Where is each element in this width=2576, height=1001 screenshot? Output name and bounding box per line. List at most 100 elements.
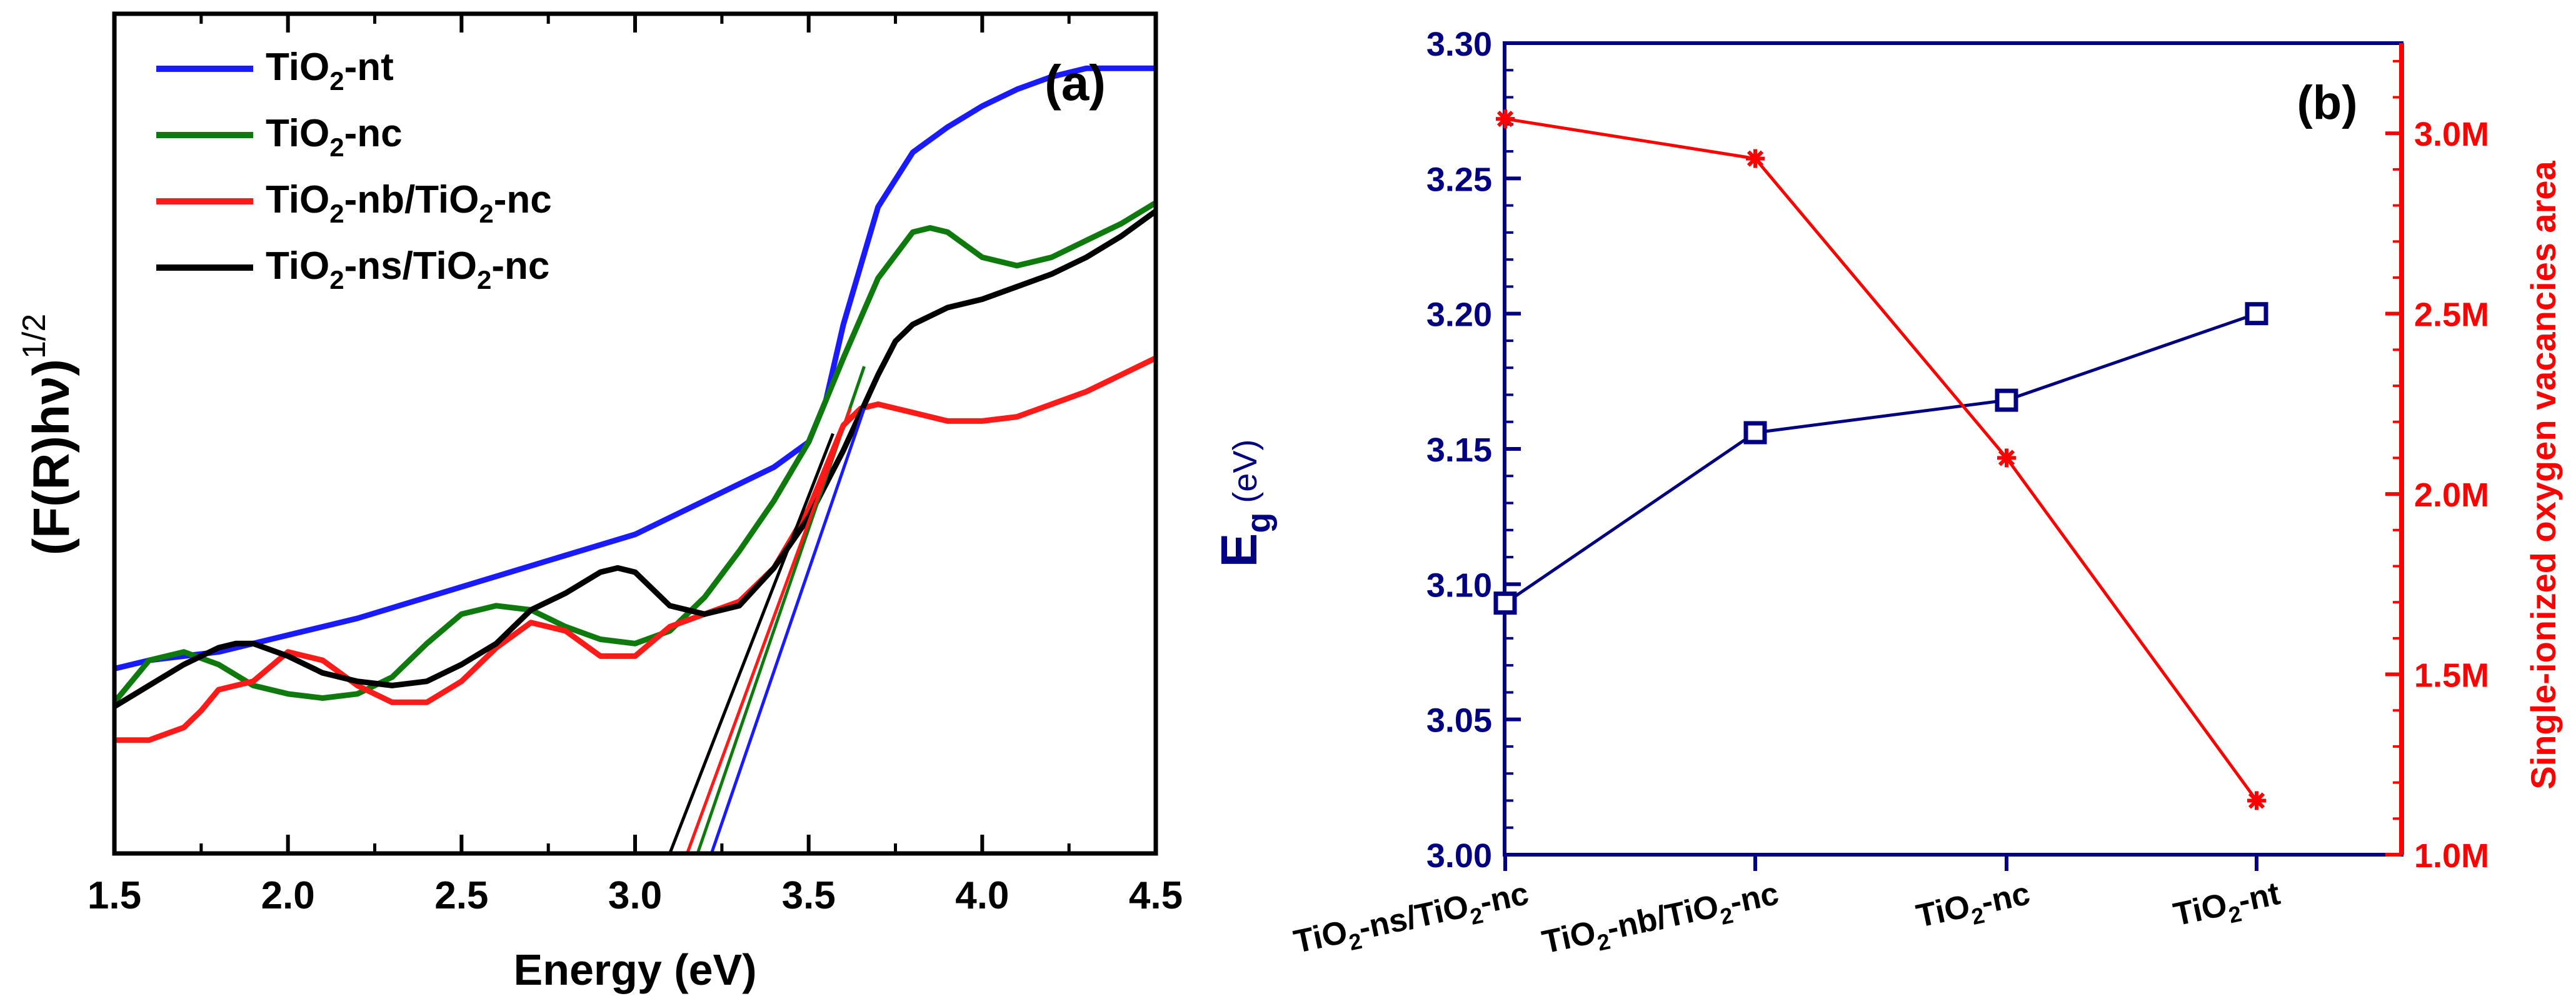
- legend-label-part: TiO: [266, 178, 329, 221]
- tangent-line-3: [668, 433, 834, 854]
- vacancy-marker: [1746, 149, 1765, 168]
- category-label-part: TiO: [1539, 914, 1599, 961]
- tangent-line-0: [709, 408, 866, 854]
- panel-b-right-ticks: 1.0M 1.5M 2.0M 2.5M 3.0M: [2385, 59, 2489, 875]
- panel-a-y-axis-label-exponent: 1/2: [16, 314, 53, 359]
- panel-a-lines: [112, 65, 1158, 743]
- category-label-part: -nc: [1727, 875, 1782, 921]
- svg-text:Eg (eV): Eg (eV): [1211, 440, 1278, 568]
- series-line-3: [113, 208, 1158, 709]
- legend-label-part: -nc: [344, 112, 403, 155]
- right-tick-label: 3.0M: [2414, 116, 2489, 153]
- legend-label-2: TiO2-nb/TiO2-nc: [266, 178, 552, 228]
- category-label-part: -ns/TiO: [1355, 888, 1471, 947]
- marker-stroke: [2248, 792, 2265, 809]
- panel-b-label: (b): [2297, 76, 2357, 129]
- legend-label-0: TiO2-nt: [266, 46, 394, 96]
- x-tick-label: 2.5: [434, 874, 488, 917]
- category-label-1: TiO2-nb/TiO2-nc: [1539, 875, 1783, 967]
- left-tick-label: 3.30: [1426, 26, 1492, 63]
- legend-label-3: TiO2-ns/TiO2-nc: [266, 244, 549, 294]
- left-tick-label: 3.25: [1426, 161, 1492, 198]
- category-label-3: TiO2-nt: [2170, 875, 2285, 939]
- x-tick-label: 3.0: [608, 874, 662, 917]
- category-label-0: TiO2-ns/TiO2-nc: [1291, 875, 1533, 967]
- vacancy-marker: [1997, 448, 2016, 468]
- marker-stroke: [1747, 150, 1764, 167]
- category-label-part: TiO: [1291, 914, 1351, 961]
- legend-label-part: 2: [477, 265, 491, 294]
- category-label-part: -nc: [1476, 875, 1531, 921]
- legend-label-part: TiO: [266, 46, 329, 89]
- category-label-text: TiO2-ns/TiO2-nc: [1291, 875, 1533, 967]
- marker-stroke: [1998, 450, 2015, 466]
- right-tick-label: 2.0M: [2414, 476, 2489, 514]
- legend-label-part: -ns/TiO: [344, 244, 477, 288]
- svg-text:(F(R)hν)1/2: (F(R)hν)1/2: [16, 314, 80, 556]
- legend-label-part: TiO: [266, 112, 329, 155]
- category-label-text: TiO2-nc: [1913, 875, 2035, 941]
- panel-a-y-axis-label: (F(R)hν)1/2: [16, 314, 80, 556]
- right-tick-label: 2.5M: [2414, 296, 2489, 334]
- x-tick-label: 1.5: [88, 874, 141, 917]
- category-label-part: -nb/TiO: [1603, 888, 1722, 947]
- right-tick-label: 1.0M: [2414, 837, 2489, 875]
- category-label-2: TiO2-nc: [1913, 875, 2035, 941]
- left-tick-label: 3.20: [1426, 296, 1492, 334]
- panel-a-x-ticks: 1.5 2.0 2.5 3.0 3.5 4.0 4.5: [88, 14, 1183, 917]
- series-line-1: [112, 200, 1158, 705]
- legend-label-part: -nb/TiO: [344, 178, 479, 221]
- x-tick-label: 2.0: [261, 874, 315, 917]
- tangent-line-2: [685, 408, 852, 854]
- eg-marker: [2245, 302, 2268, 326]
- series-b-line-1: [1505, 117, 2258, 802]
- legend-label-part: 2: [329, 66, 344, 96]
- panel-b-series: [1493, 109, 2268, 810]
- marker-stroke: [1496, 111, 1514, 128]
- vacancy-marker: [2247, 791, 2266, 810]
- panel-b-right-axis-label: Single-ionized oxygen vacancies area: [2523, 161, 2563, 790]
- category-label-part: -nc: [1978, 875, 2033, 921]
- panel-a-legend: TiO2-ntTiO2-ncTiO2-nb/TiO2-ncTiO2-ns/TiO…: [156, 46, 552, 294]
- legend-label-part: -nt: [344, 46, 394, 89]
- panel-b-frame: [1503, 41, 2403, 857]
- left-tick-label: 3.00: [1426, 837, 1492, 875]
- legend-label-part: 2: [479, 199, 493, 228]
- eg-marker: [1493, 591, 1517, 615]
- panel-a-label: (a): [1045, 55, 1106, 111]
- category-label-text: TiO2-nb/TiO2-nc: [1539, 875, 1783, 967]
- eg-marker: [1995, 388, 2018, 412]
- right-tick-label: 1.5M: [2414, 657, 2489, 695]
- category-label-text: TiO2-nt: [2170, 875, 2285, 939]
- panel-b-left-axis-label-unit: (eV): [1226, 440, 1264, 513]
- panel-b-left-ticks: 3.00 3.05 3.10 3.15 3.20 3.25 3.30: [1426, 26, 1521, 875]
- panel-b-left-axis-label-main: E: [1211, 533, 1268, 568]
- eg-marker: [1743, 421, 1767, 445]
- legend-label-part: TiO: [266, 244, 329, 288]
- x-tick-label: 4.0: [955, 874, 1009, 917]
- category-label-part: TiO: [1913, 888, 1973, 935]
- panel-b-left-axis-label-sub: g: [1240, 513, 1278, 533]
- legend-label-1: TiO2-nc: [266, 112, 403, 162]
- x-tick-label: 3.5: [782, 874, 836, 917]
- left-tick-label: 3.15: [1426, 431, 1492, 469]
- legend-label-part: -nc: [494, 178, 552, 221]
- series-line-0: [113, 65, 1156, 672]
- x-tick-label: 4.5: [1129, 874, 1183, 917]
- panel-a-y-axis-label-main: (F(R)hν): [23, 359, 80, 555]
- series-b-line-0: [1504, 312, 2257, 605]
- panel-b-left-axis-label: Eg (eV): [1211, 440, 1278, 568]
- panel-a-x-axis-label: Energy (eV): [514, 945, 757, 994]
- legend-label-part: 2: [329, 199, 344, 228]
- panel-a-tangents: [668, 366, 866, 854]
- panel-b-right-axis-label-text: Single-ionized oxygen vacancies area: [2523, 161, 2563, 790]
- left-tick-label: 3.05: [1426, 702, 1492, 740]
- vacancy-marker: [1496, 109, 1515, 129]
- legend-label-part: 2: [329, 133, 344, 162]
- category-label-part: TiO: [2170, 887, 2230, 933]
- legend-label-part: 2: [329, 265, 344, 294]
- panel-a: 1.5 2.0 2.5 3.0 3.5 4.0 4.5 (a) Energy (eV) (F…: [16, 11, 1183, 994]
- series-line-2: [114, 355, 1157, 743]
- legend-label-part: -nc: [491, 244, 549, 288]
